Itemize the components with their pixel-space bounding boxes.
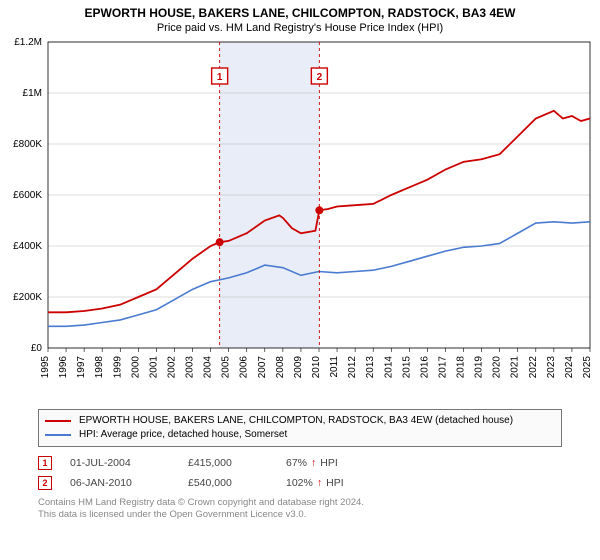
pct-value: 67% — [286, 457, 307, 469]
x-tick-label: 2005 — [221, 356, 232, 379]
pct-suffix: HPI — [320, 457, 338, 469]
observation-marker: 1 — [38, 456, 52, 470]
x-tick-label: 2009 — [293, 356, 304, 379]
marker-number: 2 — [317, 72, 323, 83]
attribution-line: This data is licensed under the Open Gov… — [38, 509, 562, 521]
chart-subtitle: Price paid vs. HM Land Registry's House … — [10, 22, 590, 34]
pct-value: 102% — [286, 477, 313, 489]
marker-dot — [315, 206, 323, 214]
legend-label: EPWORTH HOUSE, BAKERS LANE, CHILCOMPTON,… — [79, 414, 513, 428]
x-tick-label: 2002 — [166, 356, 177, 379]
x-tick-label: 2024 — [564, 356, 575, 379]
y-tick-label: £400K — [13, 241, 42, 252]
x-tick-label: 2008 — [275, 356, 286, 379]
x-tick-label: 2012 — [347, 356, 358, 379]
x-tick-label: 2023 — [546, 356, 557, 379]
y-tick-label: £800K — [13, 139, 42, 150]
legend: EPWORTH HOUSE, BAKERS LANE, CHILCOMPTON,… — [38, 409, 562, 447]
observation-price: £415,000 — [188, 457, 268, 469]
x-tick-label: 2003 — [185, 356, 196, 379]
observations-table: 1 01-JUL-2004 £415,000 67% ↑ HPI 2 06-JAN-201… — [38, 453, 562, 493]
y-tick-label: £1.2M — [14, 37, 42, 48]
line-chart: £0 £200K £400K £600K £800K £1M £1.2M 1995 1996 19… — [0, 36, 600, 401]
x-tick-label: 2001 — [148, 356, 159, 379]
x-tick-label: 1999 — [112, 356, 123, 379]
x-tick-label: 2019 — [474, 356, 485, 379]
x-tick-label: 2018 — [456, 356, 467, 379]
x-tick-label: 1998 — [94, 356, 105, 379]
attribution: Contains HM Land Registry data © Crown c… — [38, 497, 562, 522]
observation-price: £540,000 — [188, 477, 268, 489]
x-tick-label: 2007 — [257, 356, 268, 379]
x-tick-label: 2021 — [510, 356, 521, 379]
arrow-up-icon: ↑ — [311, 457, 316, 469]
x-tick-label: 2011 — [329, 356, 340, 378]
x-tick-label: 2004 — [203, 356, 214, 379]
x-tick-label: 2020 — [492, 356, 503, 379]
x-tick-label: 2022 — [528, 356, 539, 379]
x-tick-label: 1996 — [58, 356, 69, 379]
legend-swatch — [45, 434, 71, 436]
chart-title-block: EPWORTH HOUSE, BAKERS LANE, CHILCOMPTON,… — [0, 0, 600, 36]
x-tick-label: 2015 — [401, 356, 412, 379]
x-tick-label: 2016 — [419, 356, 430, 379]
y-tick-label: £1M — [23, 88, 42, 99]
x-tick-label: 2010 — [311, 356, 322, 379]
observation-date: 06-JAN-2010 — [70, 477, 170, 489]
observation-row: 2 06-JAN-2010 £540,000 102% ↑ HPI — [38, 473, 562, 493]
y-tick-label: £200K — [13, 292, 42, 303]
marker-number: 1 — [217, 72, 223, 83]
observation-marker: 2 — [38, 476, 52, 490]
chart-title: EPWORTH HOUSE, BAKERS LANE, CHILCOMPTON,… — [10, 6, 590, 20]
arrow-up-icon: ↑ — [317, 477, 322, 489]
x-tick-label: 2025 — [582, 356, 593, 379]
x-tick-label: 2014 — [383, 356, 394, 379]
legend-item: HPI: Average price, detached house, Some… — [45, 428, 555, 442]
legend-swatch — [45, 420, 71, 422]
marker-dot — [216, 238, 224, 246]
observation-pct: 67% ↑ HPI — [286, 457, 338, 469]
x-tick-label: 2017 — [437, 356, 448, 379]
x-tick-label: 1997 — [76, 356, 87, 379]
observation-row: 1 01-JUL-2004 £415,000 67% ↑ HPI — [38, 453, 562, 473]
legend-label: HPI: Average price, detached house, Some… — [79, 428, 287, 442]
y-tick-label: £0 — [31, 343, 43, 354]
pct-suffix: HPI — [326, 477, 344, 489]
chart-area: £0 £200K £400K £600K £800K £1M £1.2M 1995 1996 19… — [0, 36, 600, 401]
x-tick-label: 1995 — [40, 356, 51, 379]
x-tick-label: 2006 — [239, 356, 250, 379]
x-tick-label: 2013 — [365, 356, 376, 379]
observation-pct: 102% ↑ HPI — [286, 477, 344, 489]
observation-date: 01-JUL-2004 — [70, 457, 170, 469]
y-tick-label: £600K — [13, 190, 42, 201]
legend-item: EPWORTH HOUSE, BAKERS LANE, CHILCOMPTON,… — [45, 414, 555, 428]
x-tick-label: 2000 — [130, 356, 141, 379]
attribution-line: Contains HM Land Registry data © Crown c… — [38, 497, 562, 509]
